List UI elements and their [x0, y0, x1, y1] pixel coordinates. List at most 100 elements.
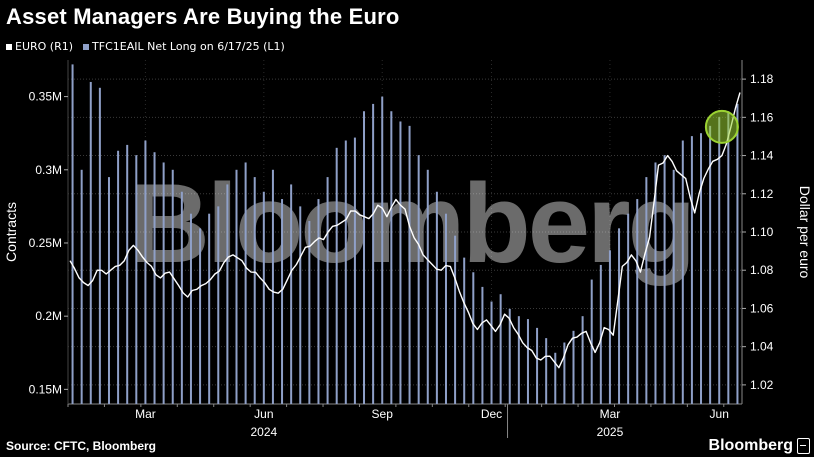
bar-49	[517, 316, 520, 404]
bar-73	[736, 103, 739, 405]
x-year-label-1: 2025	[597, 425, 624, 439]
bar-48	[508, 308, 511, 404]
bar-21	[262, 191, 265, 404]
bar-3	[98, 87, 101, 404]
bar-69	[700, 133, 703, 405]
bar-66	[672, 169, 675, 404]
bar-72	[727, 111, 730, 404]
x-year-label-0: 2024	[250, 425, 277, 439]
x-month-label-5: Jun	[710, 407, 729, 421]
right-tick-label-1: 1.04	[750, 340, 774, 354]
bar-41	[444, 213, 447, 404]
bar-46	[490, 301, 493, 404]
bar-18	[235, 169, 238, 404]
x-month-label-0: Mar	[135, 407, 156, 421]
legend-item-euro: EURO (R1)	[6, 40, 73, 53]
bar-27	[317, 199, 320, 404]
right-axis: 1.02 1.04 1.06 1.08 1.10 1.12 1.14 1.16 1.18 Doll…	[742, 72, 813, 392]
bar-36	[399, 121, 402, 405]
bar-71	[718, 117, 721, 405]
bar-2	[89, 81, 92, 404]
bar-53	[554, 352, 557, 404]
brand-wordmark: Bloomberg	[708, 437, 793, 454]
x-month-label-4: Mar	[600, 407, 621, 421]
bar-7	[135, 155, 138, 404]
bar-37	[408, 125, 411, 404]
watermark-layer: Bloomberg	[129, 161, 696, 286]
bar-33	[372, 103, 375, 405]
x-month-label-2: Sep	[372, 407, 394, 421]
bar-1	[80, 169, 83, 404]
bar-57	[590, 279, 593, 404]
bar-19	[244, 162, 247, 404]
left-tick-label-0: 0.15M	[29, 382, 62, 396]
bar-65	[663, 155, 666, 404]
right-axis-title: Dollar per euro	[797, 186, 813, 279]
bar-8	[144, 140, 147, 405]
bar-23	[281, 199, 284, 404]
bar-45	[481, 286, 484, 404]
bar-38	[417, 155, 420, 404]
bar-59	[608, 250, 611, 404]
bar-51	[536, 327, 539, 404]
x-month-label-3: Dec	[481, 407, 502, 421]
bar-61	[627, 213, 630, 404]
line-series-euro	[69, 92, 741, 369]
bar-9	[153, 152, 156, 404]
bar-29	[335, 147, 338, 405]
right-tick-label-4: 1.10	[750, 225, 774, 239]
left-tick-label-3: 0.3M	[35, 163, 62, 177]
highlight-circle	[704, 109, 739, 144]
bar-4	[107, 177, 110, 404]
bar-56	[581, 316, 584, 404]
right-tick-label-8: 1.18	[750, 72, 774, 86]
bar-43	[463, 257, 466, 404]
bar-10	[162, 162, 165, 404]
chart-title: Asset Managers Are Buying the Euro	[6, 4, 400, 29]
right-tick-label-7: 1.16	[750, 110, 774, 124]
bar-11	[171, 169, 174, 404]
bar-16	[217, 206, 220, 404]
left-axis: 0.15M 0.2M 0.25M 0.3M 0.35M Contracts	[3, 90, 68, 396]
left-tick-label-2: 0.25M	[29, 236, 62, 250]
legend-label-net-long: TFC1EAIL Net Long on 6/17/25 (L1)	[92, 40, 285, 53]
bar-20	[253, 177, 256, 404]
bar-5	[117, 150, 120, 404]
right-tick-label-6: 1.14	[750, 149, 774, 163]
bar-67	[681, 140, 684, 405]
bar-12	[180, 191, 183, 404]
left-axis-title: Contracts	[3, 202, 19, 262]
bar-47	[499, 294, 502, 404]
x-axis: Mar Jun Sep Dec Mar Jun 2024 2025	[67, 404, 729, 439]
bar-50	[526, 319, 529, 404]
bar-6	[126, 144, 129, 404]
annotation-layer	[704, 109, 739, 144]
bar-39	[426, 169, 429, 404]
bar-34	[381, 96, 384, 405]
legend-label-euro: EURO (R1)	[15, 40, 74, 53]
bar-55	[572, 330, 575, 404]
right-tick-label-5: 1.12	[750, 187, 774, 201]
bar-24	[290, 184, 293, 404]
bar-30	[344, 140, 347, 405]
bar-25	[299, 206, 302, 404]
bar-42	[454, 235, 457, 404]
right-tick-label-0: 1.02	[750, 378, 774, 392]
right-tick-label-3: 1.08	[750, 263, 774, 277]
brand-logo: Bloomberg	[709, 437, 810, 455]
bar-54	[563, 342, 566, 404]
bar-13	[189, 213, 192, 404]
bar-22	[271, 169, 274, 404]
x-month-label-1: Jun	[254, 407, 273, 421]
bar-40	[435, 191, 438, 404]
watermark-text: Bloomberg	[129, 161, 693, 286]
bar-70	[709, 125, 712, 404]
bar-68	[690, 136, 693, 405]
bar-28	[326, 177, 329, 404]
bar-26	[308, 221, 311, 404]
bar-52	[545, 338, 548, 404]
bar-series-net-long	[71, 64, 739, 405]
euro-line-path	[69, 92, 741, 369]
left-tick-label-4: 0.35M	[29, 90, 62, 104]
